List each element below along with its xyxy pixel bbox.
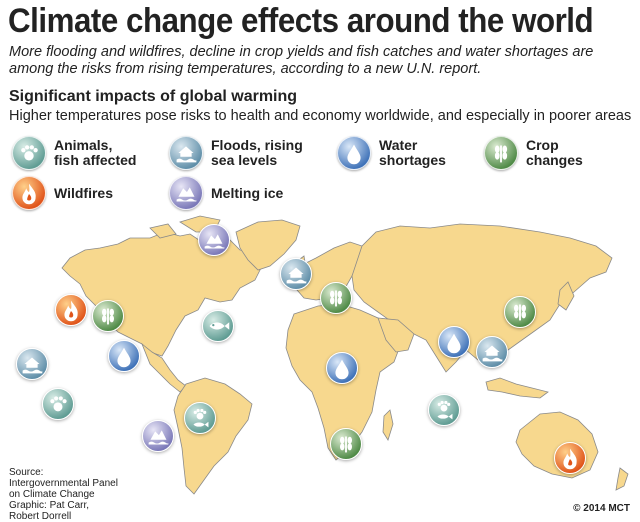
legend-crop-line1: Crop xyxy=(526,137,559,153)
wheat-icon xyxy=(92,300,124,332)
house-flood-icon xyxy=(169,136,203,170)
legend-wildfires-line1: Wildfires xyxy=(54,184,113,201)
flame-icon xyxy=(12,176,46,210)
house-flood-icon xyxy=(280,258,312,290)
legend-wildfires: Wildfires xyxy=(12,176,113,210)
legend-animals-line2: fish affected xyxy=(54,152,137,168)
legend-ice: Melting ice xyxy=(169,176,283,210)
iceberg-icon xyxy=(142,420,174,452)
land-new-zealand xyxy=(615,467,629,491)
section-heading: Significant impacts of global warming xyxy=(9,88,298,105)
paw-fish-icon xyxy=(184,402,216,434)
page-subtitle: More flooding and wildfires, decline in … xyxy=(9,44,594,77)
source-line3: on Climate Change xyxy=(9,489,95,500)
wheat-icon xyxy=(484,136,518,170)
source-line1: Source: xyxy=(9,467,44,478)
legend-floods-line2: sea levels xyxy=(211,152,278,168)
wheat-icon xyxy=(320,282,352,314)
source-line2: Intergovernmental Panel xyxy=(9,478,118,489)
page-title: Climate change effects around the world xyxy=(8,2,594,40)
wheat-icon xyxy=(504,296,536,328)
source-line5: Robert Dorrell xyxy=(9,511,72,522)
paw-icon xyxy=(12,136,46,170)
legend-crop: Crop changes xyxy=(484,136,583,170)
land-arctic-islands-2 xyxy=(149,223,177,239)
legend-crop-line2: changes xyxy=(526,152,583,168)
legend-ice-line1: Melting ice xyxy=(211,184,284,201)
land-japan xyxy=(557,281,575,311)
water-drop-icon xyxy=(108,340,140,372)
water-drop-icon xyxy=(326,352,358,384)
water-drop-icon xyxy=(438,326,470,358)
legend-animals-line1: Animals, xyxy=(54,137,113,153)
water-drop-icon xyxy=(337,136,371,170)
iceberg-icon xyxy=(169,176,203,210)
land-madagascar xyxy=(382,409,394,441)
iceberg-icon xyxy=(198,224,230,256)
paw-fish-icon xyxy=(428,394,460,426)
land-south-america xyxy=(173,377,253,495)
legend-water: Water shortages xyxy=(337,136,446,170)
legend-water-line2: shortages xyxy=(379,152,446,168)
flame-icon xyxy=(55,294,87,326)
legend-floods-line1: Floods, rising xyxy=(211,137,303,153)
house-flood-icon xyxy=(16,348,48,380)
fish-icon xyxy=(202,310,234,342)
source-credit: Source: Intergovernmental Panel on Clima… xyxy=(9,467,118,522)
wheat-icon xyxy=(330,428,362,460)
legend-floods: Floods, rising sea levels xyxy=(169,136,303,170)
copyright: © 2014 MCT xyxy=(573,503,630,514)
section-description: Higher temperatures pose risks to health… xyxy=(9,108,632,124)
flame-icon xyxy=(554,442,586,474)
land-indonesia xyxy=(485,377,549,399)
land-greenland xyxy=(235,219,301,271)
legend-animals: Animals, fish affected xyxy=(12,136,136,170)
house-flood-icon xyxy=(476,336,508,368)
paw-icon xyxy=(42,388,74,420)
land-arabia xyxy=(377,317,415,353)
legend-water-line1: Water xyxy=(379,137,418,153)
source-line4: Graphic: Pat Carr, xyxy=(9,500,90,511)
